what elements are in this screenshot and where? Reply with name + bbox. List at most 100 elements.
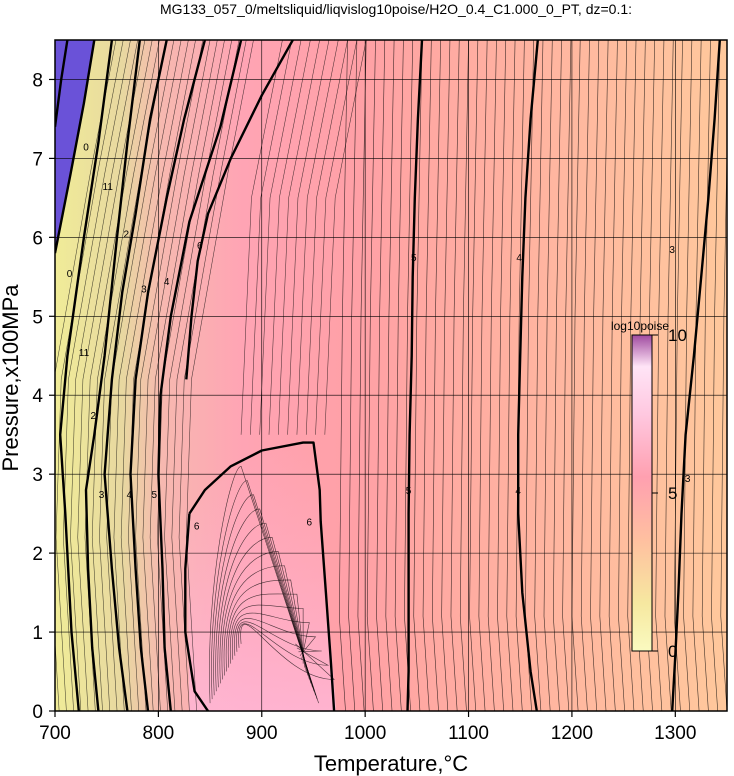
thin-isopleth (221, 551, 310, 680)
colorbar-tick-label: 0 (668, 642, 677, 661)
thin-isopleth (450, 40, 460, 711)
thin-isopleth (171, 40, 240, 711)
contour-label: 6 (197, 241, 203, 252)
y-tick-label: 6 (32, 228, 43, 249)
isopleth-6 (188, 441, 336, 711)
plot-area: 3 3 4 4 5 5 6 6 6 5 4 3 4 3 2 11 0 0 11 2 (55, 40, 727, 711)
contour-label: 5 (411, 253, 417, 264)
thin-isopleth (227, 593, 305, 668)
y-tick-label: 0 (32, 702, 43, 723)
thin-isopleth (142, 40, 211, 711)
isopleth-6 (184, 513, 209, 711)
colorbar-tick-label: 5 (668, 484, 677, 503)
thin-isopleth (534, 40, 544, 711)
isopleth-3 (671, 40, 721, 711)
colorbar-title: log10poise (611, 319, 669, 333)
isopleth-4 (517, 40, 539, 711)
thin-isopleth (413, 40, 423, 711)
y-tick-label: 7 (32, 149, 43, 170)
thin-isopleth (562, 40, 572, 711)
thin-isopleth (91, 40, 160, 711)
thin-isopleth (128, 40, 196, 711)
thin-isopleth (186, 40, 254, 711)
contour-label: 4 (516, 253, 522, 264)
y-tick-label: 8 (32, 70, 43, 91)
isopleth-2 (84, 40, 141, 711)
x-tick-label: 900 (246, 723, 278, 744)
thin-isopleth (590, 40, 600, 711)
thin-isopleth (366, 40, 376, 711)
isopleth-5 (157, 40, 243, 711)
thin-isopleth (232, 612, 310, 660)
thin-isopleth (608, 40, 618, 711)
thin-isopleth (432, 40, 441, 711)
isopleth-3 (103, 40, 168, 711)
isopleths (55, 40, 721, 711)
isopleth-6 (185, 40, 294, 380)
x-tick-label: 800 (143, 723, 175, 744)
x-axis-label: Temperature,°C (314, 751, 468, 776)
thin-isopleth (469, 40, 479, 711)
x-tick-label: 1200 (551, 723, 593, 744)
thin-isopleth (178, 40, 247, 711)
thin-isopleth (296, 40, 339, 435)
thin-isopleth (55, 40, 124, 711)
contour-label: 4 (127, 490, 133, 501)
thin-isopleth (113, 40, 182, 711)
colorbar-gradient (631, 334, 653, 652)
y-axis-label: Pressure,x100MPa (0, 284, 23, 472)
thin-isopleth (553, 40, 562, 711)
contour-label: 3 (669, 245, 675, 256)
thin-isopleth (487, 40, 497, 711)
thin-isopleth (62, 40, 131, 711)
thin-isopleth (348, 40, 358, 711)
contour-label: 5 (151, 490, 157, 501)
thin-isopleth (711, 40, 721, 711)
x-tick-label: 1100 (448, 723, 489, 744)
thin-isopleth (543, 40, 553, 711)
thin-isopleth (268, 40, 311, 435)
y-axis-ticks: 0 1 2 3 4 5 6 7 8 (32, 70, 55, 723)
thin-isopleth (599, 40, 609, 711)
grid (55, 40, 727, 711)
thin-isopleth (259, 40, 302, 435)
contour-labels: 3 3 4 4 5 5 6 6 6 5 4 3 4 3 2 11 0 0 11 2 (67, 143, 691, 533)
isopleth-4 (129, 40, 207, 711)
x-tick-label: 1000 (344, 723, 386, 744)
thin-isopleth (229, 604, 304, 664)
thin-isopleth (618, 40, 628, 711)
contour-label: 2 (90, 411, 96, 422)
colorbar-tick-label: 10 (668, 326, 687, 345)
thin-isopleth (385, 40, 395, 711)
colorbar-ticks: 0 5 10 (652, 326, 687, 661)
x-tick-label: 700 (39, 723, 71, 744)
y-tick-label: 3 (32, 465, 43, 486)
thin-isopleth (77, 40, 146, 711)
contour-label: 3 (141, 285, 147, 296)
contour-label: 0 (83, 143, 89, 154)
thin-isopleth (209, 465, 319, 704)
x-axis-ticks: 700 800 900 1000 1100 1200 1300 (39, 711, 696, 744)
thin-isopleth (315, 40, 358, 435)
colorbar: log10poise 0 5 10 (611, 319, 687, 661)
isopleth-0 (55, 40, 69, 127)
isopleth-5 (406, 40, 424, 711)
y-tick-label: 5 (32, 307, 43, 328)
contour-label: 6 (307, 518, 313, 529)
thin-isopleth (394, 40, 404, 711)
thin-isopleth (120, 40, 189, 711)
thin-isopleth (459, 40, 469, 711)
thin-isopleth (422, 40, 432, 711)
contour-label: 4 (164, 277, 170, 288)
contour-label: 4 (515, 486, 521, 497)
thin-isopleth (655, 40, 665, 711)
contour-label: 11 (79, 348, 90, 359)
thin-isopleth (506, 40, 516, 711)
thin-isopleth (223, 565, 309, 676)
thin-isopleth (164, 40, 233, 711)
thin-isopleth (55, 40, 117, 711)
thin-isopleth (627, 40, 637, 711)
thin-isopleth (664, 40, 674, 711)
contour-label: 3 (685, 474, 691, 485)
